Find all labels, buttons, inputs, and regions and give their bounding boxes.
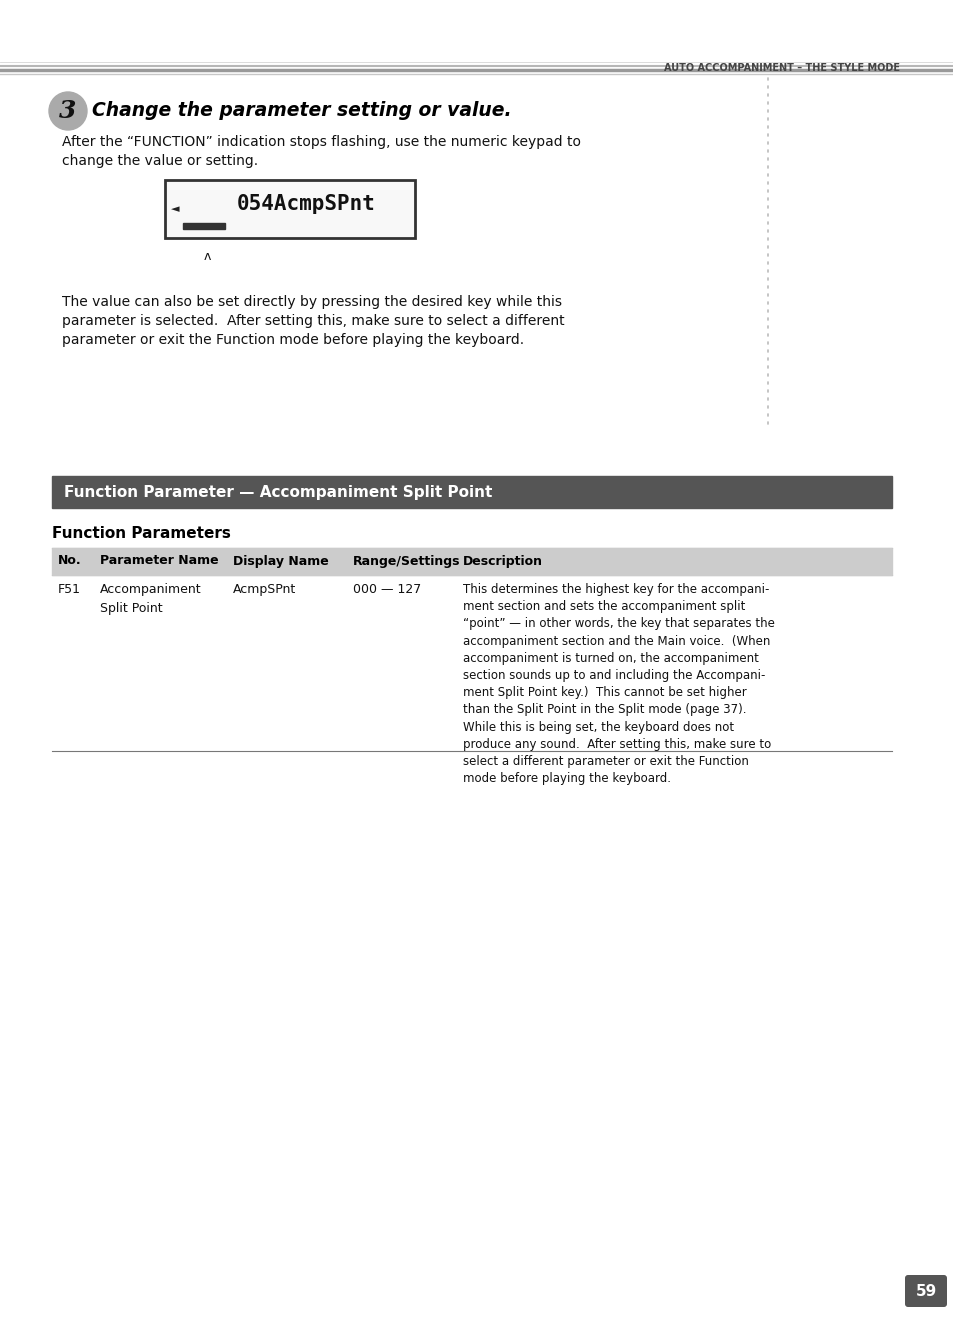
Text: 054AcmpSPnt: 054AcmpSPnt xyxy=(236,194,375,214)
Text: F51: F51 xyxy=(58,583,81,596)
Bar xyxy=(52,476,891,507)
Text: AUTO ACCOMPANIMENT – THE STYLE MODE: AUTO ACCOMPANIMENT – THE STYLE MODE xyxy=(663,63,899,72)
Text: parameter or exit the Function mode before playing the keyboard.: parameter or exit the Function mode befo… xyxy=(62,333,523,347)
Text: parameter is selected.  After setting this, make sure to select a different: parameter is selected. After setting thi… xyxy=(62,314,564,328)
Text: Accompaniment
Split Point: Accompaniment Split Point xyxy=(100,583,201,616)
Text: Description: Description xyxy=(462,555,542,568)
Bar xyxy=(165,181,415,239)
Text: The value can also be set directly by pressing the desired key while this: The value can also be set directly by pr… xyxy=(62,295,561,308)
Bar xyxy=(52,548,891,575)
Text: Parameter Name: Parameter Name xyxy=(100,555,218,568)
Text: No.: No. xyxy=(58,555,82,568)
Text: AcmpSPnt: AcmpSPnt xyxy=(233,583,296,596)
Text: Function Parameters: Function Parameters xyxy=(52,526,231,540)
Text: Display Name: Display Name xyxy=(233,555,329,568)
Text: 59: 59 xyxy=(915,1284,936,1298)
Text: 000 — 127: 000 — 127 xyxy=(353,583,421,596)
Text: Function Parameter — Accompaniment Split Point: Function Parameter — Accompaniment Split… xyxy=(64,485,492,500)
FancyBboxPatch shape xyxy=(904,1275,946,1307)
Bar xyxy=(183,223,225,229)
Text: After the “FUNCTION” indication stops flashing, use the numeric keypad to: After the “FUNCTION” indication stops fl… xyxy=(62,134,580,149)
Text: ◄: ◄ xyxy=(171,204,179,214)
Text: 3: 3 xyxy=(59,99,76,123)
Text: This determines the highest key for the accompani-
ment section and sets the acc: This determines the highest key for the … xyxy=(462,583,774,786)
Text: change the value or setting.: change the value or setting. xyxy=(62,154,258,167)
Circle shape xyxy=(49,92,87,130)
Text: Range/Settings: Range/Settings xyxy=(353,555,460,568)
Text: Change the parameter setting or value.: Change the parameter setting or value. xyxy=(91,101,511,120)
Text: ʌ: ʌ xyxy=(203,250,211,264)
